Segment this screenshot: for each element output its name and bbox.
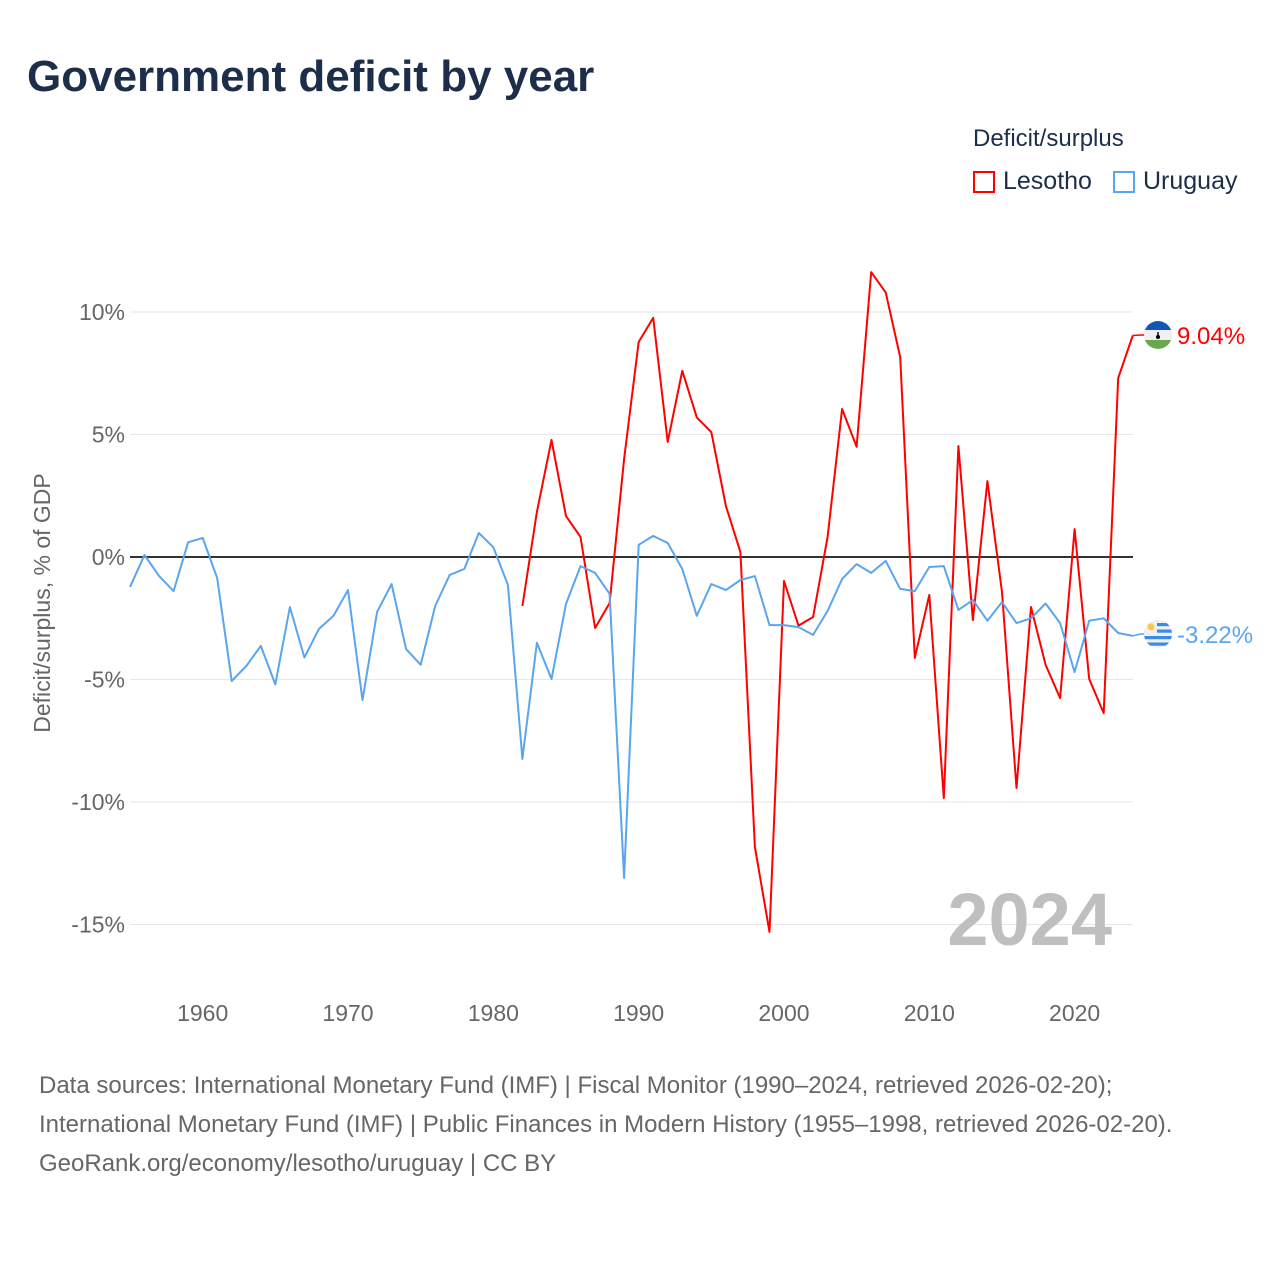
y-tick-label: 5%: [92, 422, 125, 448]
x-tick-label: 1980: [468, 1000, 519, 1026]
y-tick-label: -10%: [71, 789, 125, 815]
end-value-label: 9.04%: [1177, 323, 1245, 350]
credit-link[interactable]: GeoRank.org/economy/lesotho/uruguay | CC…: [39, 1150, 557, 1177]
legend-item-uruguay[interactable]: Uruguay: [1113, 167, 1238, 196]
y-tick-label: -5%: [84, 667, 125, 693]
legend-swatch: [973, 170, 995, 193]
y-axis-label: Deficit/surplus, % of GDP: [29, 473, 55, 732]
legend-label: Lesotho: [1003, 167, 1092, 195]
lesotho-flag-icon: [1144, 321, 1172, 349]
uruguay-flag-icon: [1144, 620, 1172, 648]
x-tick-label: 2000: [758, 1000, 809, 1026]
data-sources: Data sources: International Monetary Fun…: [39, 1072, 1173, 1138]
x-tick-label: 2010: [904, 1000, 955, 1026]
x-tick-label: 1970: [322, 1000, 373, 1026]
x-tick-label: 1990: [613, 1000, 664, 1026]
series-line-lesotho: [521, 271, 1134, 933]
y-tick-label: -15%: [71, 912, 125, 938]
series-line-uruguay: [129, 532, 1133, 879]
y-tick-label: 10%: [79, 299, 125, 325]
end-value-label: -3.22%: [1177, 622, 1253, 649]
legend-label: Uruguay: [1143, 167, 1238, 195]
chart-title: Government deficit by year: [27, 52, 595, 101]
legend-swatch: [1113, 170, 1135, 193]
y-tick-label: 0%: [92, 544, 125, 570]
legend-title: Deficit/surplus: [973, 125, 1124, 152]
plot-area: 10% 5% 0% -5% -10% -15% 1960 1970 1980 1990 2000 20…: [29, 271, 1253, 1026]
year-watermark: 2024: [947, 878, 1112, 961]
x-tick-label: 1960: [177, 1000, 228, 1026]
footer: Data sources: International Monetary Fun…: [39, 1066, 1239, 1183]
x-tick-label: 2020: [1049, 1000, 1100, 1026]
legend-item-lesotho[interactable]: Lesotho: [973, 167, 1092, 196]
